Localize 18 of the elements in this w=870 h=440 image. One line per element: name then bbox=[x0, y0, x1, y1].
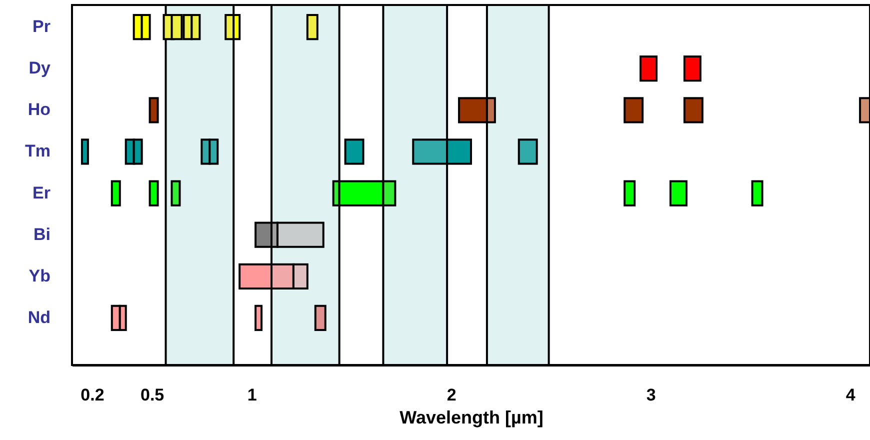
y-tick-label: Dy bbox=[28, 58, 52, 78]
bar bbox=[254, 222, 272, 248]
bar bbox=[683, 56, 702, 82]
y-tick-label: Yb bbox=[28, 266, 50, 286]
x-tick-label: 1 bbox=[247, 386, 257, 404]
x-tick-label: 0.2 bbox=[80, 386, 104, 404]
y-tick-label: Pr bbox=[32, 17, 51, 36]
x-axis-title: Wavelength [µm] bbox=[400, 408, 544, 428]
y-tick-label: Nd bbox=[28, 308, 50, 327]
x-tick-label: 4 bbox=[846, 386, 856, 404]
x-tick-label: 0.5 bbox=[140, 386, 164, 404]
y-tick-label: Tm bbox=[25, 142, 50, 161]
y-tick-label: Bi bbox=[34, 224, 50, 244]
y-tick-label: Er bbox=[32, 183, 51, 202]
y-tick-label: Ho bbox=[28, 100, 50, 120]
x-tick-label: 3 bbox=[646, 386, 656, 404]
bar bbox=[314, 304, 326, 331]
x-tick-label: 2 bbox=[446, 386, 456, 404]
